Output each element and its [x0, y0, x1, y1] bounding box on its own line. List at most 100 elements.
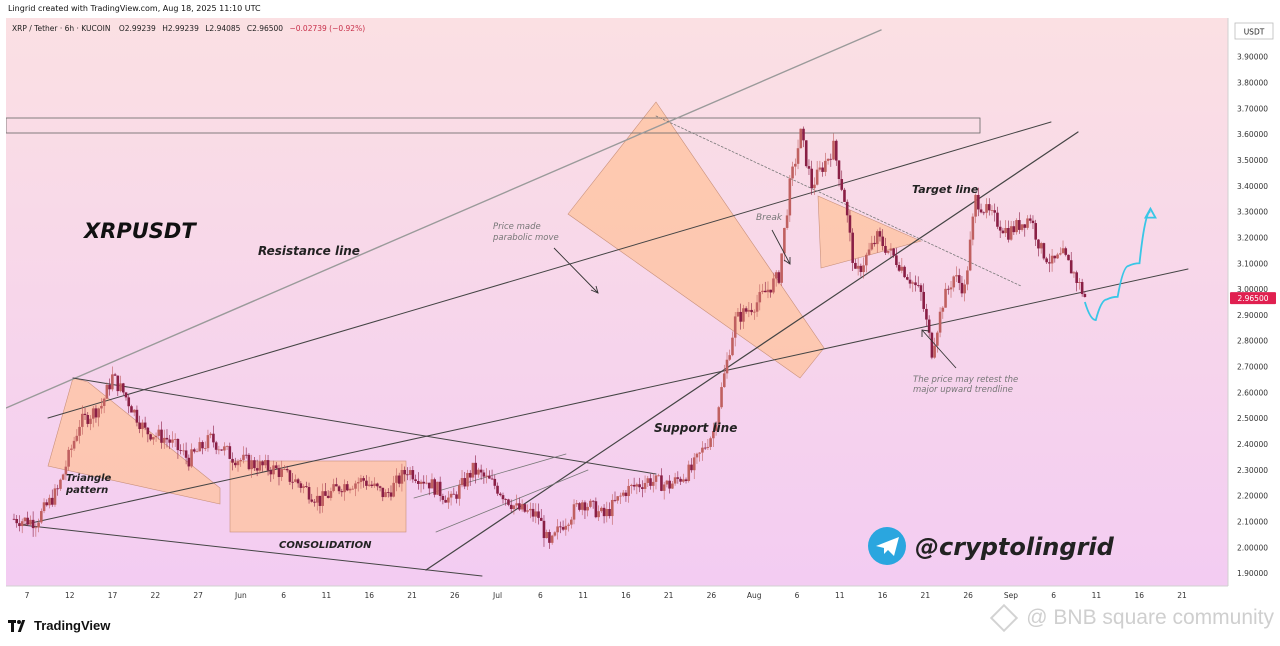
candle-body [589, 500, 592, 507]
candle-body [1083, 294, 1087, 298]
candle-body [80, 413, 84, 427]
candle-body [632, 484, 636, 487]
candle-body [121, 383, 125, 393]
price-chart[interactable]: XRP / Tether · 6h · KUCOIN O2.99239 H2.9… [5, 18, 1280, 606]
candle-body [307, 487, 311, 500]
y-tick-label: 3.50000 [1237, 156, 1268, 165]
candle-body [233, 462, 237, 466]
candle-body [171, 439, 174, 443]
candle-body [310, 499, 314, 502]
candle-body [772, 278, 775, 293]
candle-body [504, 499, 508, 500]
candle-body [272, 465, 275, 475]
telegram-handle[interactable]: @cryptolingrid [915, 533, 1115, 561]
candle-body [1031, 220, 1035, 224]
candle-body [714, 424, 718, 431]
candle-body [384, 492, 387, 498]
candle-body [646, 478, 650, 483]
candle-body [840, 179, 844, 190]
currency-box[interactable] [1234, 22, 1274, 40]
candle-body [657, 475, 661, 477]
resistance-line [47, 121, 1052, 419]
candle-body [673, 477, 677, 484]
candle-body [706, 446, 710, 448]
parabolic-label-1: Price made [493, 222, 541, 232]
candle-body [324, 491, 327, 496]
candle-body [228, 446, 232, 459]
candle-body [1012, 226, 1016, 233]
candle-body [985, 204, 988, 213]
candle-body [515, 503, 518, 506]
x-tick-label: Jun [234, 591, 247, 600]
major-upward-trendline [21, 268, 1189, 526]
candle-body [452, 493, 456, 495]
candle-body [482, 472, 486, 477]
candle-body [83, 413, 87, 415]
y-tick-label: 3.10000 [1237, 259, 1268, 268]
candle-body [1048, 262, 1051, 264]
candle-body [621, 492, 625, 496]
candle-body [870, 242, 874, 250]
bnb-diamond-icon [990, 603, 1019, 633]
candle-body [313, 501, 316, 503]
consolidation-label: CONSOLIDATION [279, 540, 372, 551]
candle-body [425, 482, 428, 484]
candle-body [288, 470, 292, 482]
candle-body [250, 460, 253, 470]
triangle-upper-line [72, 377, 657, 475]
candle-body [531, 508, 535, 517]
y-tick-label: 2.60000 [1237, 388, 1268, 397]
candle-body [468, 472, 472, 478]
candle-body [498, 493, 502, 496]
candle-body [149, 434, 152, 440]
candle-body [217, 449, 221, 451]
candle-body [681, 479, 685, 482]
tradingview-logo[interactable]: TradingView [8, 618, 110, 633]
last-price-tag [1230, 292, 1276, 305]
candle-body [602, 507, 606, 517]
x-tick-label: 16 [1134, 591, 1144, 600]
x-tick-label: 6 [538, 591, 543, 600]
y-tick-label: 3.20000 [1237, 233, 1268, 242]
candle-body [769, 289, 773, 293]
candle-body [774, 272, 778, 279]
candle-body [37, 522, 40, 528]
candle-body [105, 384, 109, 399]
candle-body [100, 405, 103, 409]
candle-body [94, 408, 98, 418]
candle-body [832, 140, 835, 160]
y-tick-label: 2.30000 [1237, 466, 1268, 475]
candle-body [15, 519, 19, 524]
candle-body [559, 526, 562, 528]
candle-body [193, 449, 196, 452]
candle-body [610, 499, 614, 517]
candle-body [427, 482, 431, 489]
x-tick-label: 11 [1092, 591, 1102, 600]
candle-body [722, 373, 726, 388]
ohlc-change: −0.02739 (−0.92%) [289, 24, 365, 33]
candle-body [400, 469, 404, 484]
candle-body [946, 288, 950, 290]
candle-body [108, 384, 111, 390]
candle-body [908, 279, 912, 284]
candle-body [848, 215, 852, 233]
candle-body [18, 523, 21, 527]
telegram-badge[interactable]: @cryptolingrid [868, 527, 1115, 565]
candle-body [687, 464, 691, 482]
retest-label-2: major upward trendline [913, 385, 1013, 395]
candle-body [818, 167, 822, 170]
x-tick-label: 21 [921, 591, 931, 600]
x-tick-label: 21 [407, 591, 417, 600]
candle-body [684, 479, 688, 482]
candle-body [329, 491, 333, 498]
flag-zone [817, 195, 922, 269]
footer-bar: TradingView @ BNB square community [0, 603, 1280, 646]
candle-body [441, 495, 445, 500]
x-tick-label: 26 [450, 591, 460, 600]
chart-area[interactable]: XRP / Tether · 6h · KUCOIN O2.99239 H2.9… [5, 18, 1280, 606]
candle-body [916, 285, 920, 286]
candle-body [512, 505, 516, 510]
candle-body [509, 504, 513, 510]
candle-body [586, 506, 589, 511]
candle-body [897, 264, 901, 271]
